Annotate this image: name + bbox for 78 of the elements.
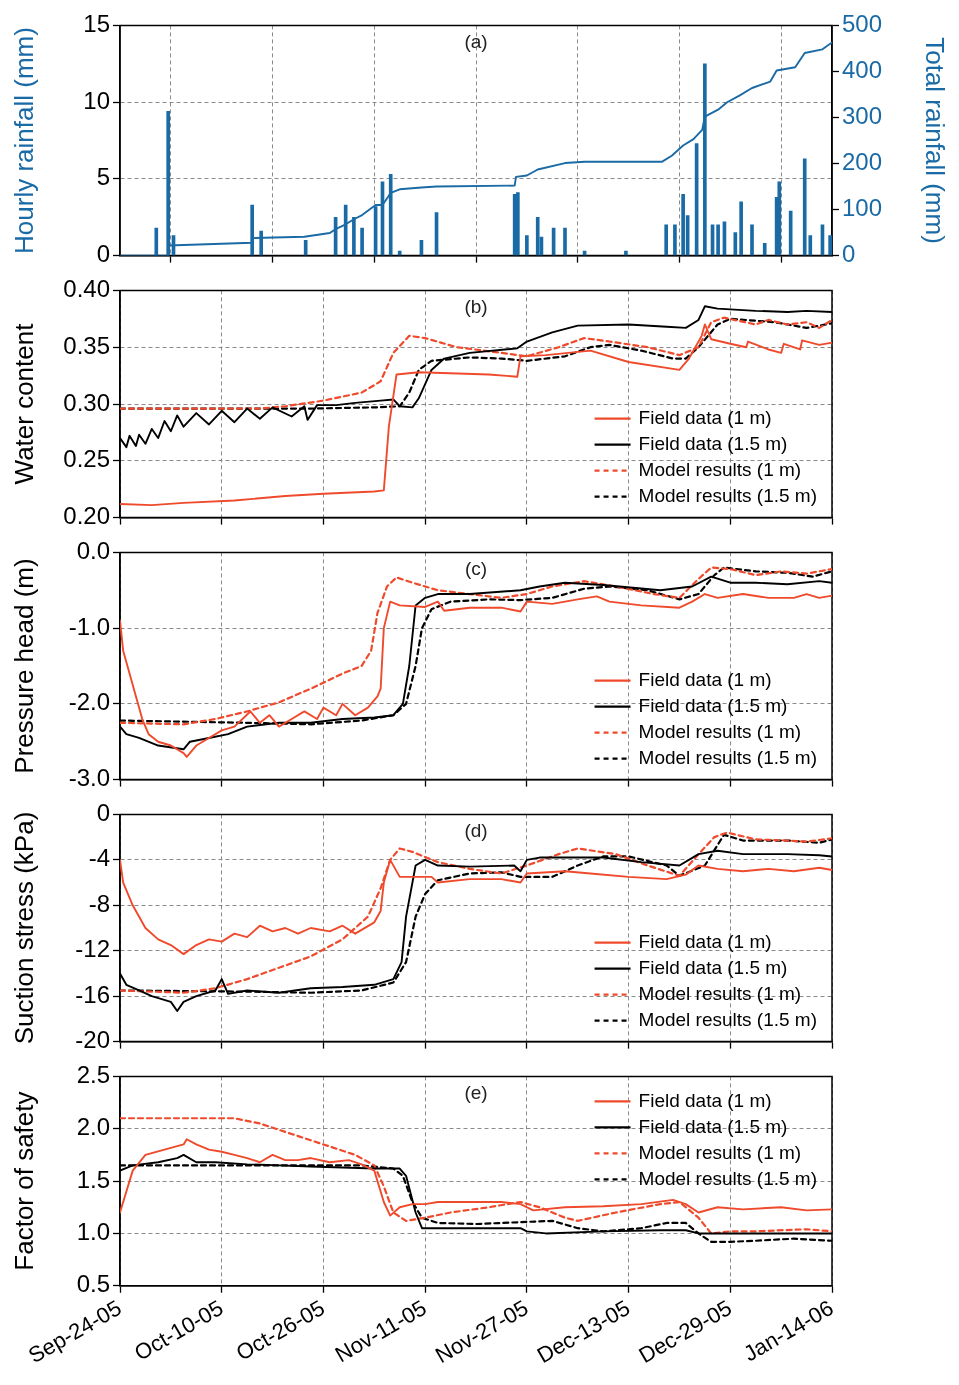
y-tick-label: -16	[75, 980, 110, 1008]
annotation: (a)	[464, 31, 488, 53]
y-tick-label: 0.20	[63, 502, 110, 530]
y-tick-label: 2.5	[76, 1061, 110, 1089]
legend-label: Field data (1.5 m)	[638, 1115, 788, 1137]
bar	[397, 250, 402, 256]
y-tick-label: 0.25	[63, 445, 110, 473]
bar	[739, 201, 743, 256]
legend-label: Model results (1 m)	[638, 1141, 802, 1163]
y-tick-label: 0	[96, 799, 110, 827]
y2-tick-label: 300	[842, 102, 883, 130]
y-tick-label: 0.5	[76, 1270, 110, 1298]
annotation: (b)	[464, 296, 488, 318]
bar	[624, 250, 628, 256]
bar	[716, 224, 720, 256]
y2-tick-label: 400	[842, 56, 883, 84]
bar	[664, 224, 669, 256]
y-tick-label: -8	[88, 889, 110, 917]
y-axis-title: Pressure head (m)	[8, 558, 39, 774]
y2-tick-label: 500	[842, 10, 883, 38]
bar	[673, 224, 677, 256]
bar	[535, 216, 540, 256]
y2-axis-title: Total rainfall (mm)	[920, 37, 951, 244]
y-tick-label: -1.0	[68, 612, 110, 640]
y-tick-label: 0.30	[63, 388, 110, 416]
y-tick-label: -2.0	[68, 688, 110, 716]
legend-label: Field data (1 m)	[638, 1089, 772, 1111]
y2-tick-label: 100	[842, 194, 883, 222]
bar	[516, 192, 520, 256]
y-tick-label: 0.35	[63, 331, 110, 359]
annotation: (c)	[464, 558, 488, 580]
bar	[525, 235, 529, 256]
bar	[303, 239, 308, 256]
y-tick-label: 2.0	[76, 1113, 110, 1141]
y-tick-label: -4	[88, 844, 110, 872]
annotation: (e)	[464, 1082, 488, 1104]
y-tick-label: -20	[75, 1026, 110, 1054]
bar	[777, 181, 782, 256]
legend-label: Field data (1.5 m)	[638, 694, 788, 716]
legend-label: Model results (1.5 m)	[638, 484, 818, 506]
legend-label: Field data (1 m)	[638, 930, 772, 952]
legend-label: Model results (1.5 m)	[638, 746, 818, 768]
y2-tick-label: 200	[842, 148, 883, 176]
legend-label: Model results (1 m)	[638, 720, 802, 742]
line-series	[120, 1117, 832, 1235]
y-axis-title: Factor of safety	[8, 1091, 39, 1271]
annotation: (d)	[464, 820, 488, 842]
bar	[733, 232, 738, 256]
y-tick-label: 0.0	[76, 537, 110, 565]
bar	[828, 235, 832, 256]
bar	[788, 210, 793, 256]
legend-label: Field data (1.5 m)	[638, 956, 788, 978]
legend-label: Model results (1 m)	[638, 982, 802, 1004]
bar	[762, 242, 767, 256]
bar	[360, 227, 364, 256]
bar	[681, 193, 685, 256]
legend-label: Field data (1 m)	[638, 406, 772, 428]
y-tick-label: 15	[83, 10, 110, 38]
y-axis-title: Water content	[8, 322, 39, 485]
y-tick-label: 10	[83, 86, 110, 114]
legend-label: Field data (1 m)	[638, 668, 772, 690]
y-tick-label: -3.0	[68, 764, 110, 792]
legend-label: Model results (1.5 m)	[638, 1008, 818, 1030]
legend-label: Field data (1.5 m)	[638, 432, 788, 454]
legend-label: Model results (1 m)	[638, 458, 802, 480]
y-axis-title: Hourly rainfall (mm)	[8, 27, 39, 254]
y-tick-label: 1.5	[76, 1165, 110, 1193]
y-tick-label: 1.0	[76, 1218, 110, 1246]
y-axis-title: Suction stress (kPa)	[8, 811, 39, 1045]
y-tick-label: 5	[96, 163, 110, 191]
bar	[154, 227, 159, 256]
bar	[563, 227, 567, 256]
y2-tick-label: 0	[842, 240, 856, 268]
y-tick-label: 0	[96, 240, 110, 268]
y-tick-label: 0.40	[63, 275, 110, 303]
y-tick-label: -12	[75, 935, 110, 963]
legend-label: Model results (1.5 m)	[638, 1167, 818, 1189]
bar	[750, 224, 754, 256]
